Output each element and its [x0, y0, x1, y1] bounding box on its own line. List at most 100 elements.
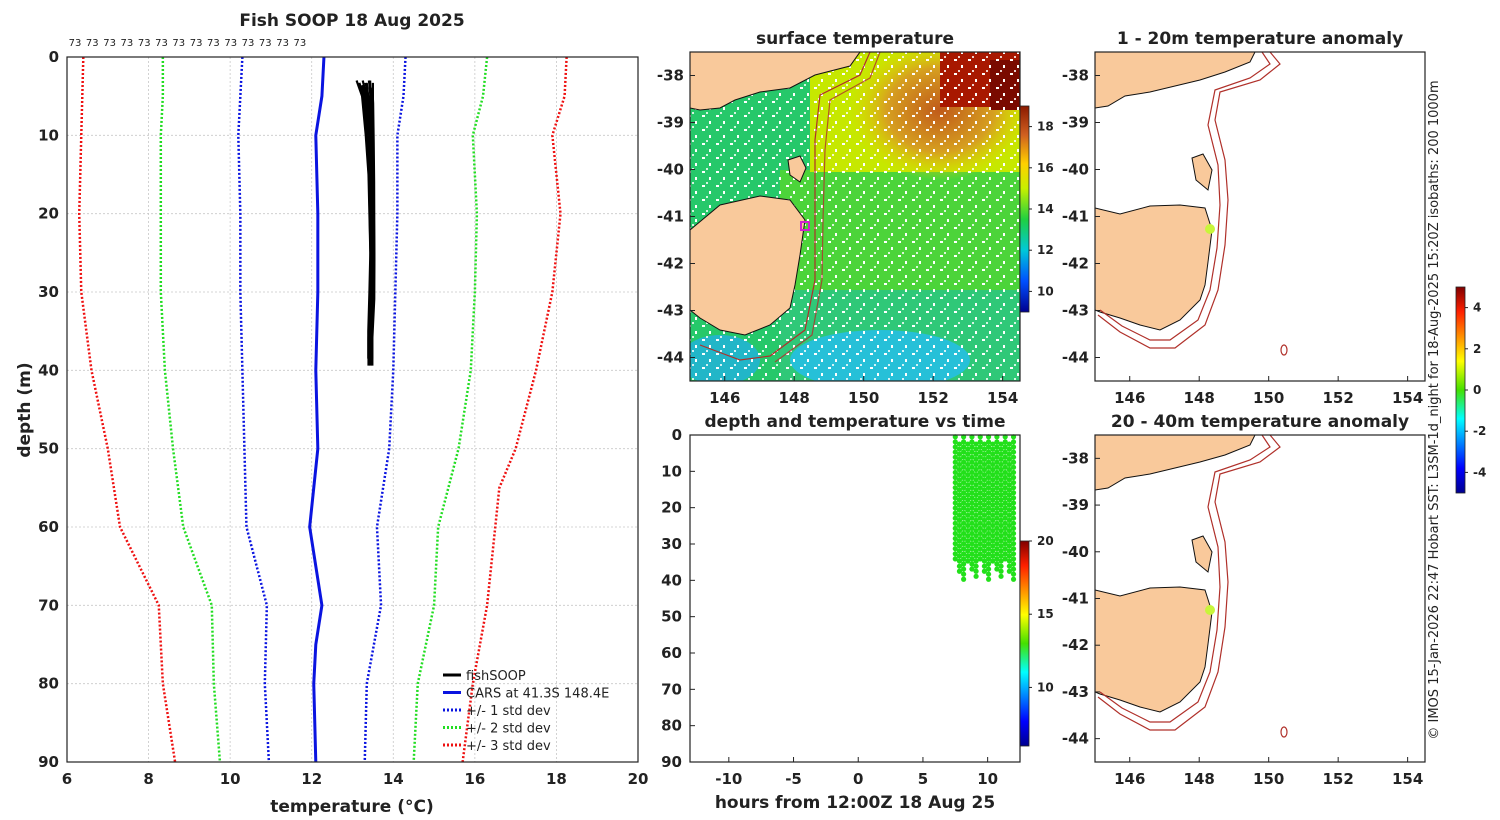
- time-point: [961, 551, 967, 557]
- time-point: [998, 487, 1004, 493]
- time-point: [1006, 563, 1012, 569]
- time-point: [956, 497, 963, 503]
- time-point: [994, 469, 1000, 476]
- map-xtick-label: 154: [1392, 389, 1423, 407]
- time-point: [977, 454, 983, 460]
- time-point: [961, 520, 967, 526]
- map-ytick-label: -41: [657, 208, 684, 226]
- sst-colorbar-ticks: 10 12 14 16 18: [1029, 120, 1054, 298]
- time-point: [973, 527, 979, 534]
- profile-top-annotation-label: 73: [103, 38, 116, 49]
- time-point: [965, 507, 971, 513]
- map-xtick-label: 148: [1184, 770, 1215, 788]
- time-point: [994, 490, 1000, 496]
- time-point: [981, 446, 988, 452]
- credit-text: © IMOS 15-Jan-2026 22:47 Hobart SST: L3S…: [1427, 80, 1442, 739]
- profile-xtick-label: 8: [143, 770, 153, 788]
- time-point: [961, 469, 967, 476]
- profile-ytick-label: 30: [38, 283, 59, 301]
- time-point: [969, 510, 975, 516]
- colorbar-tick-label: 20: [1037, 534, 1054, 548]
- sst-mainland: [690, 52, 861, 111]
- anomaly1-isobath: [1097, 52, 1281, 349]
- time-point: [1002, 505, 1008, 511]
- time-point: [969, 490, 975, 496]
- time-point: [990, 461, 996, 468]
- time-point: [1006, 527, 1012, 534]
- time-point: [965, 466, 971, 473]
- time-point: [981, 482, 988, 488]
- time-point: [956, 548, 963, 554]
- time-point: [981, 558, 988, 564]
- time-point: [994, 510, 1000, 516]
- time-point: [990, 502, 996, 508]
- time-point: [994, 561, 1000, 567]
- time-point: [985, 505, 992, 511]
- time-point: [994, 520, 1000, 526]
- time-point: [961, 561, 967, 567]
- time-point: [952, 515, 958, 521]
- time-point: [998, 497, 1004, 503]
- time-point: [1002, 479, 1008, 486]
- profile-xtick-label: 12: [301, 770, 322, 788]
- time-point: [1002, 449, 1008, 455]
- time-point: [985, 551, 992, 557]
- time-point: [1006, 466, 1012, 473]
- time-point: [969, 515, 975, 521]
- time-point: [1006, 472, 1012, 478]
- time-point: [961, 556, 967, 562]
- time-point: [952, 520, 958, 526]
- map-xtick-label: 148: [1184, 389, 1215, 407]
- profile-series--2-std: [159, 57, 222, 763]
- time-point: [977, 535, 983, 542]
- anomaly2-title: 20 - 40m temperature anomaly: [1111, 412, 1409, 432]
- time-point: [977, 525, 983, 531]
- time-point: [998, 451, 1004, 457]
- map-ytick-label: -39: [1062, 114, 1089, 132]
- profile-ytick-label: 60: [38, 518, 59, 536]
- time-point: [956, 522, 963, 529]
- time-point: [973, 487, 979, 493]
- time-point: [990, 456, 996, 462]
- time-point: [1006, 451, 1012, 457]
- time-point: [961, 454, 967, 460]
- time-point: [952, 469, 958, 476]
- time-point: [985, 485, 992, 491]
- map-ytick-label: -42: [657, 255, 684, 273]
- time-point: [990, 553, 996, 559]
- time-point: [977, 444, 983, 450]
- time-point: [998, 492, 1004, 498]
- time-point: [981, 456, 988, 462]
- time-point: [994, 525, 1000, 531]
- time-point: [965, 533, 971, 539]
- time-point: [994, 454, 1000, 460]
- time-ytick-label: 60: [661, 644, 682, 662]
- time-point: [998, 543, 1004, 549]
- time-point: [1006, 522, 1012, 529]
- time-point: [965, 492, 971, 498]
- map-ytick-label: -39: [1062, 496, 1089, 514]
- time-point: [981, 472, 988, 478]
- time-point: [994, 485, 1000, 491]
- time-point: [1002, 515, 1008, 521]
- sst-map-panel: surface temperature 146 148 150 152 154 -38 -3…: [657, 29, 1054, 407]
- time-point: [961, 576, 967, 582]
- colorbar-tick-label: 4: [1473, 301, 1481, 315]
- time-point: [998, 512, 1004, 518]
- time-point: [981, 563, 988, 569]
- time-point: [1006, 487, 1012, 493]
- time-point: [1010, 541, 1017, 547]
- time-point: [994, 515, 1000, 521]
- colorbar-tick-label: 10: [1037, 680, 1054, 694]
- time-point: [965, 527, 971, 534]
- time-point: [1002, 525, 1008, 531]
- time-point: [994, 535, 1000, 542]
- time-point: [952, 474, 958, 481]
- time-point: [1006, 492, 1012, 498]
- profile-panel: Fish SOOP 18 Aug 2025 73 73 73 73 73 73 73 73 73…: [15, 11, 648, 817]
- time-ytick-label: 80: [661, 717, 682, 735]
- anomaly1-map: [1095, 52, 1288, 356]
- time-point: [1010, 576, 1017, 582]
- map-ytick-label: -43: [1062, 683, 1089, 701]
